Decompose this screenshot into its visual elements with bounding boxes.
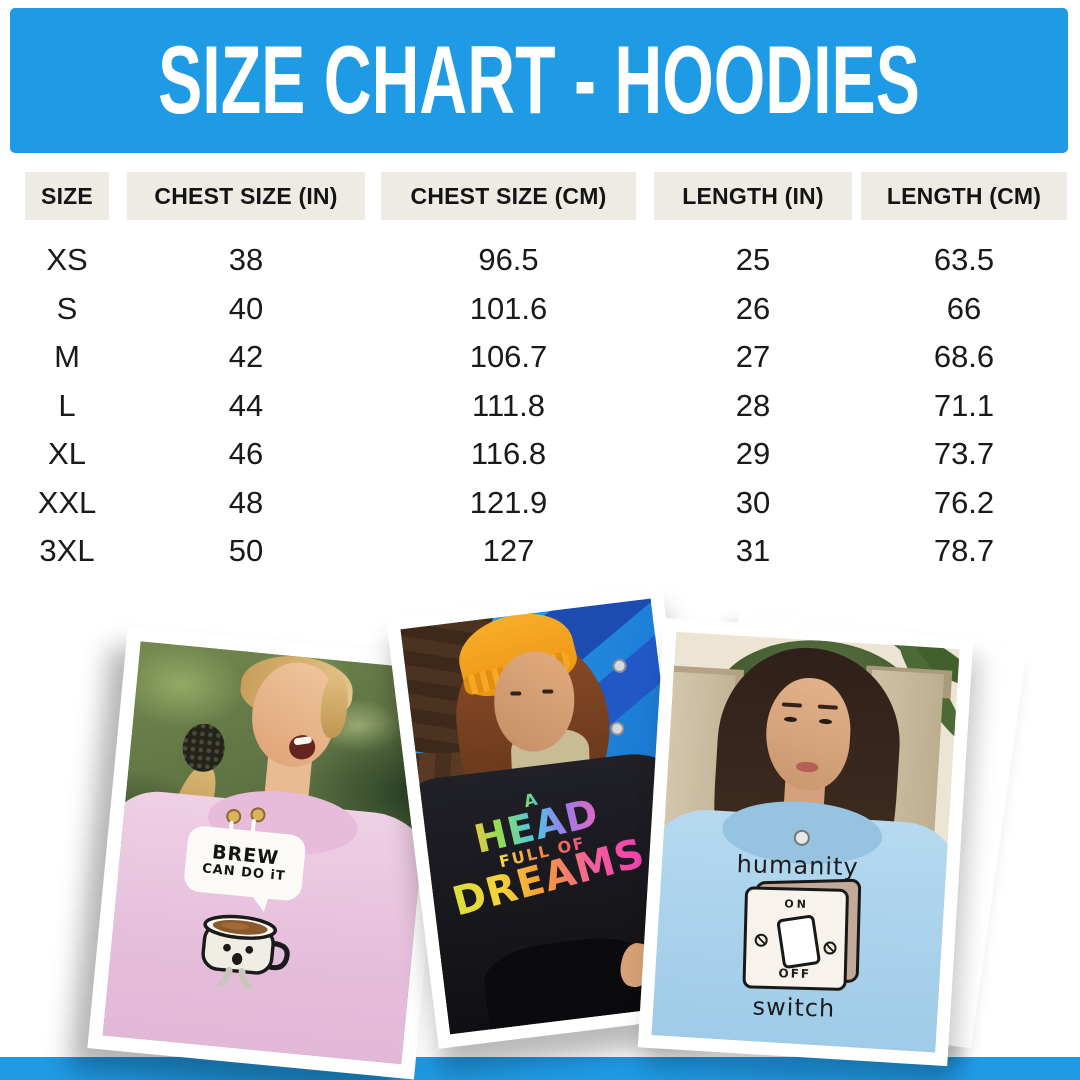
light-switch-icon: ON OFF	[742, 878, 862, 991]
table-cell: 101.6	[469, 291, 548, 326]
coffee-cup-icon	[201, 914, 290, 990]
eyebrow	[817, 704, 838, 710]
table-cell: 127	[482, 533, 535, 568]
table-cell: 27	[735, 339, 771, 374]
table-cell: 78.7	[933, 533, 995, 568]
table-cell: 38	[228, 242, 264, 277]
column-header-length-cm: LENGTH (CM)	[861, 172, 1067, 220]
table-cell: 116.8	[470, 436, 547, 471]
table-cell: 73.7	[933, 436, 995, 471]
table-cell: 46	[228, 436, 264, 471]
page-title: SIZE CHART - HOODIES	[158, 26, 920, 135]
column-header-chest-in: CHEST SIZE (IN)	[127, 172, 365, 220]
table-cell: 48	[228, 485, 264, 520]
eye	[510, 691, 522, 696]
table-cell: 121.9	[469, 485, 548, 520]
table-cell: 40	[228, 291, 264, 326]
table-cell: 30	[735, 485, 771, 520]
column-header-size: SIZE	[25, 172, 109, 220]
table-cell: 25	[735, 242, 771, 277]
table-cell: 31	[735, 533, 771, 568]
eye	[818, 718, 833, 725]
switch-toggle	[776, 914, 822, 970]
switch-on-label: ON	[784, 897, 810, 911]
table-cell: 66	[946, 291, 982, 326]
table-cell: 44	[228, 388, 264, 423]
light-blue-hoodie-photo: humanity ON OFF switch	[651, 631, 960, 1053]
graphic-word-switch: switch	[752, 992, 836, 1023]
model-face	[494, 651, 575, 752]
column-header-length-in: LENGTH (IN)	[654, 172, 852, 220]
table-cell: 71.1	[933, 388, 995, 423]
table-cell: XS	[46, 242, 88, 277]
column-header-chest-cm: CHEST SIZE (CM)	[381, 172, 636, 220]
table-cell: 29	[735, 436, 771, 471]
switch-off-label: OFF	[778, 966, 812, 982]
table-cell: M	[54, 339, 80, 374]
graphic-word-humanity: humanity	[736, 850, 859, 882]
humanity-switch-graphic: humanity ON OFF switch	[694, 849, 898, 1024]
table-cell: 50	[228, 533, 264, 568]
table-cell: XXL	[37, 485, 97, 520]
screw	[754, 933, 768, 947]
table-cell: 28	[735, 388, 771, 423]
polaroid-light-blue-hoodie: humanity ON OFF switch	[637, 618, 974, 1067]
table-cell: S	[56, 291, 78, 326]
table-cell: 26	[735, 291, 771, 326]
eye	[783, 716, 798, 723]
table-cell: 106.7	[469, 339, 548, 374]
polaroid-pink-hoodie: BREW CAN DO iT	[87, 626, 455, 1080]
eye	[542, 689, 554, 694]
eyebrow	[781, 702, 803, 708]
table-cell: 68.6	[933, 339, 995, 374]
table-cell: XL	[48, 436, 86, 471]
table-cell: 111.8	[472, 388, 545, 423]
table-cell: 63.5	[933, 242, 995, 277]
screw	[823, 941, 837, 955]
table-cell: 76.2	[933, 485, 995, 520]
table-cell: L	[58, 388, 76, 423]
table-cell: 42	[228, 339, 264, 374]
speech-bubble-graphic: BREW CAN DO iT	[182, 824, 307, 902]
pink-hoodie-photo: BREW CAN DO iT	[102, 641, 440, 1065]
switch-plate: ON OFF	[742, 886, 850, 991]
table-cell: 3XL	[39, 533, 95, 568]
title-banner: SIZE CHART - HOODIES	[10, 8, 1068, 153]
table-cell: 96.5	[478, 242, 539, 277]
